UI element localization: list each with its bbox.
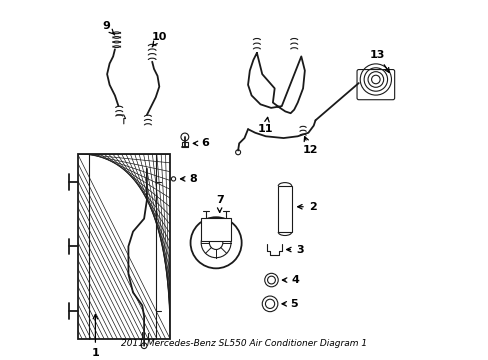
Text: 2: 2 xyxy=(297,202,316,212)
Text: 3: 3 xyxy=(286,244,303,255)
Text: 5: 5 xyxy=(282,299,298,309)
Text: 8: 8 xyxy=(180,174,197,184)
Text: 6: 6 xyxy=(193,138,208,148)
Text: 2011 Mercedes-Benz SL550 Air Conditioner Diagram 1: 2011 Mercedes-Benz SL550 Air Conditioner… xyxy=(121,338,367,347)
Text: 7: 7 xyxy=(215,195,223,212)
Bar xyxy=(182,142,187,147)
Bar xyxy=(78,154,170,339)
Text: 9: 9 xyxy=(102,21,115,35)
Text: 4: 4 xyxy=(282,275,298,285)
Bar xyxy=(278,186,291,232)
Text: 11: 11 xyxy=(258,117,273,134)
Bar xyxy=(201,218,231,241)
Text: 1: 1 xyxy=(91,314,99,358)
Text: 13: 13 xyxy=(369,50,388,72)
Text: 10: 10 xyxy=(151,32,166,47)
Text: 12: 12 xyxy=(302,136,317,156)
